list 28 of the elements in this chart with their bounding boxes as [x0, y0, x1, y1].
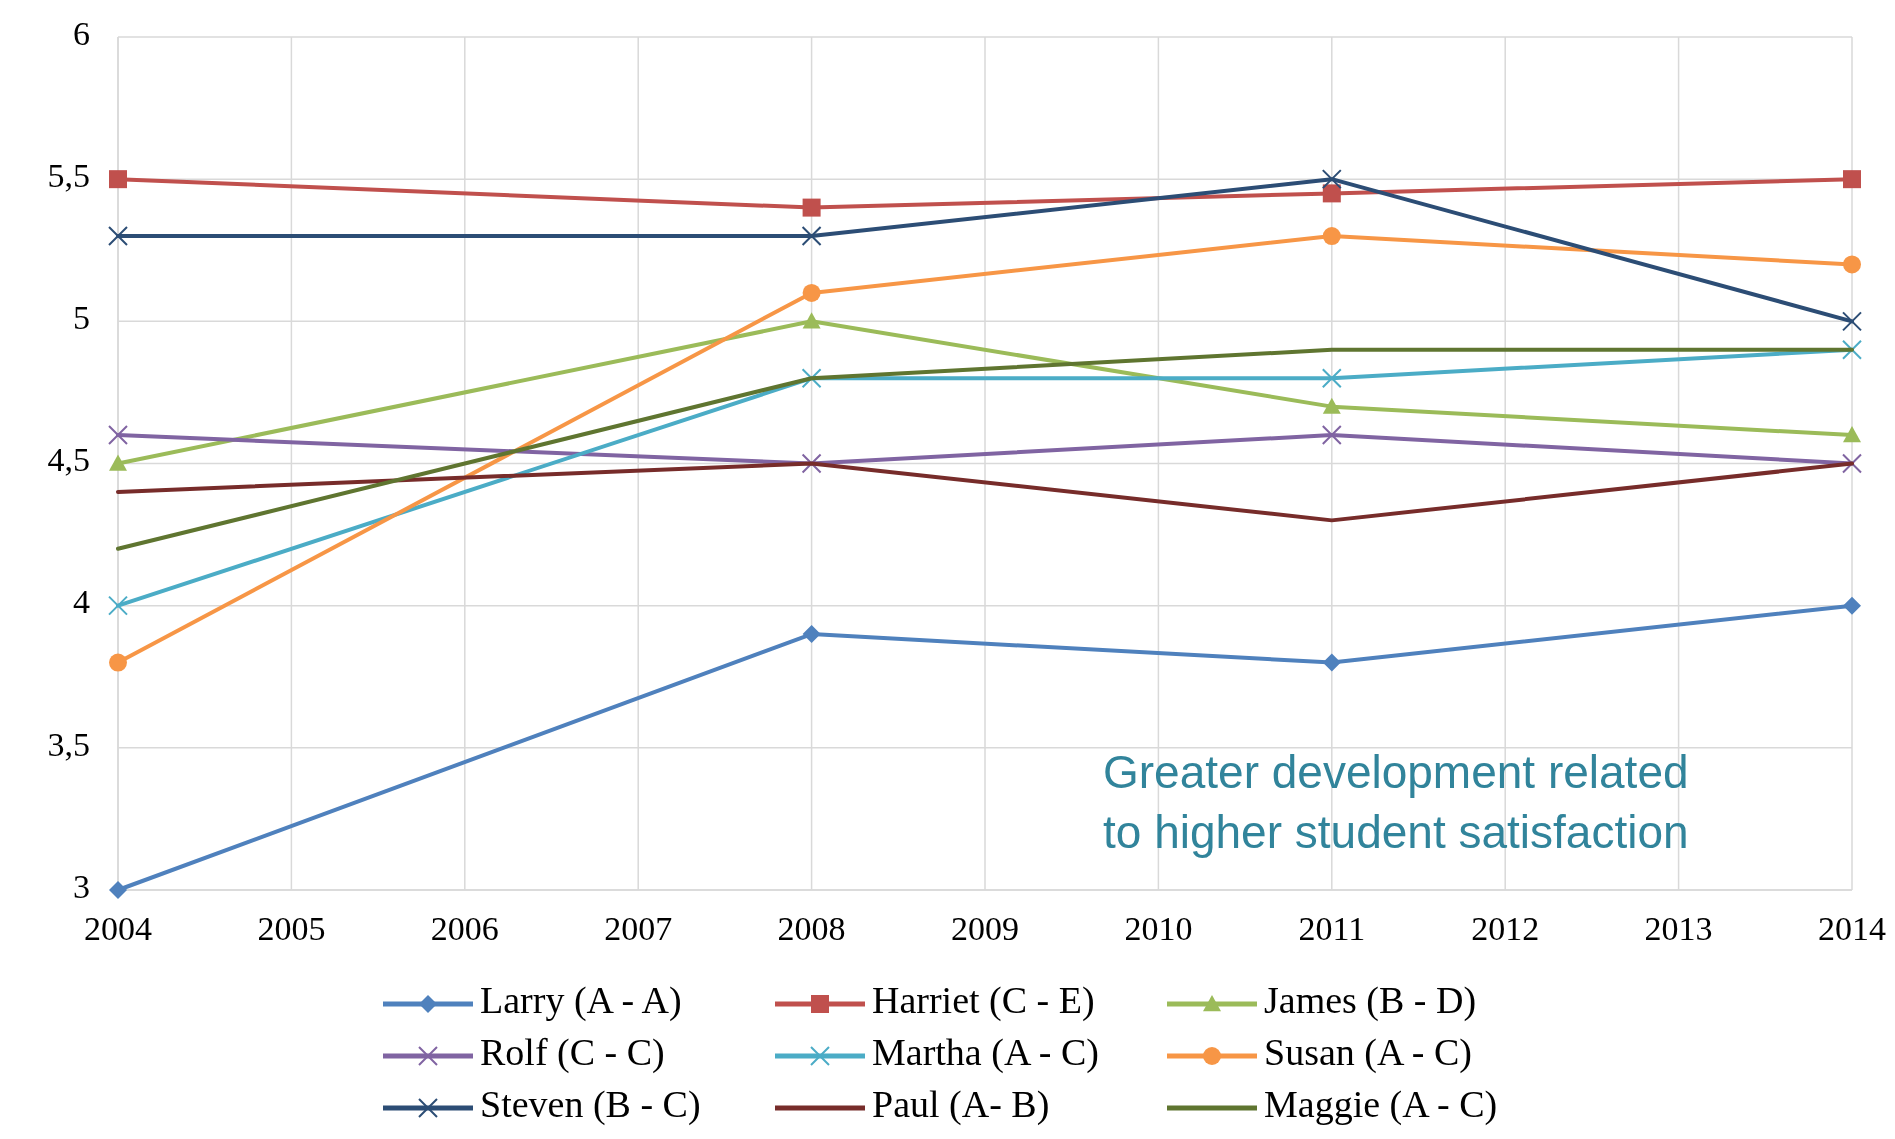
annotation: Greater development related to higher student satisfaction [1103, 746, 1689, 858]
x-tick-label: 2004 [84, 910, 152, 947]
y-tick-label: 4,5 [47, 441, 90, 479]
legend-label: Paul (A- B) [872, 1082, 1050, 1126]
x-tick-label: 2014 [1818, 910, 1886, 947]
legend-label: Steven (B - C) [480, 1082, 701, 1126]
y-tick-label: 6 [73, 14, 90, 52]
x-tick-label: 2011 [1298, 910, 1366, 947]
legend-label: Larry (A - A) [480, 978, 682, 1022]
legend-label: James (B - D) [1264, 978, 1477, 1022]
x-tick-label: 2013 [1644, 910, 1713, 947]
x-tick-label: 2010 [1124, 910, 1193, 947]
x-tick-label: 2008 [777, 910, 846, 947]
legend-label: Harriet (C - E) [872, 978, 1095, 1022]
y-tick-label: 3 [73, 867, 90, 905]
x-tick-label: 2006 [430, 910, 499, 947]
x-tick-label: 2009 [951, 910, 1019, 947]
y-tick-label: 4 [73, 583, 90, 621]
x-tick-label: 2005 [257, 910, 326, 947]
y-tick-label: 3,5 [47, 725, 90, 763]
legend-label: Martha (A - C) [872, 1030, 1099, 1074]
x-tick-label: 2012 [1471, 910, 1540, 947]
legend-label: Rolf (C - C) [480, 1030, 665, 1074]
legend-label: Susan (A - C) [1264, 1030, 1472, 1074]
y-tick-label: 5 [73, 299, 90, 337]
y-tick-label: 5,5 [47, 156, 90, 194]
x-tick-label: 2007 [604, 910, 673, 947]
legend-label: Maggie (A - C) [1264, 1082, 1498, 1126]
